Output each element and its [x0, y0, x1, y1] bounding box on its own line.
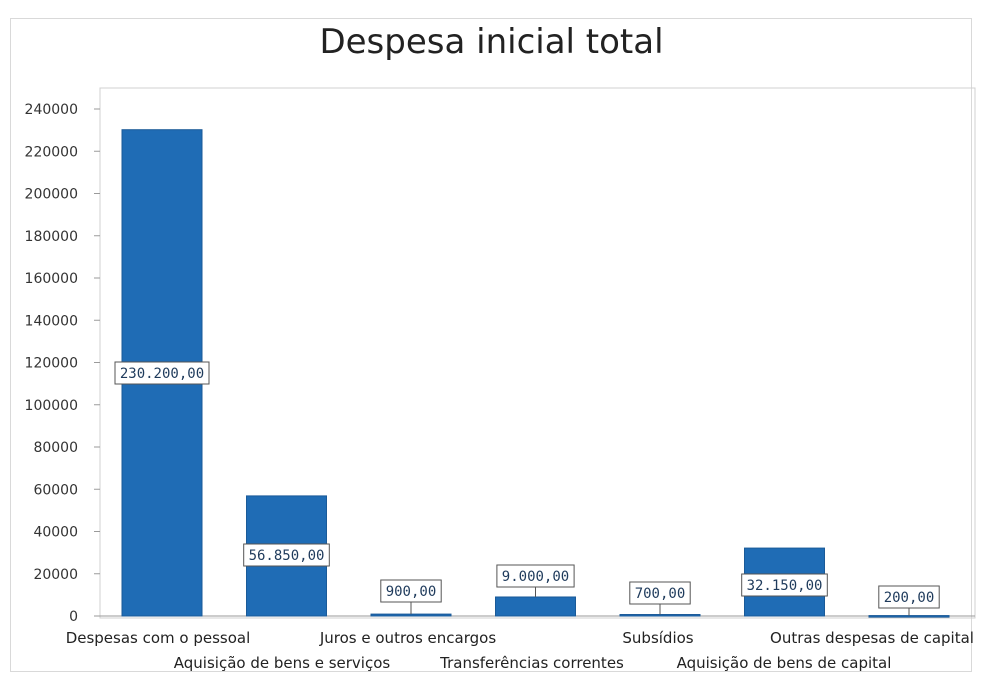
y-axis: 0 20000 40000 60000 80000 100000 120000 140000 1… [25, 102, 100, 625]
y-tick-label: 40000 [33, 525, 78, 541]
bar [495, 596, 576, 617]
y-tick-label: 220000 [25, 144, 78, 160]
category-label: Transferências correntes [439, 654, 624, 672]
data-label-box [629, 581, 691, 605]
bar [619, 614, 701, 617]
category-label: Subsídios [622, 629, 693, 647]
data-label-box [741, 573, 828, 597]
y-tick-label: 0 [69, 609, 78, 625]
category-label: Aquisição de bens de capital [677, 654, 892, 672]
data-label-box [496, 564, 575, 588]
category-label: Despesas com o pessoal [66, 629, 251, 647]
data-label: 230.200,00 [120, 366, 204, 382]
data-label-box [380, 579, 442, 603]
category-label: Outras despesas de capital [770, 629, 974, 647]
data-label-box [114, 361, 210, 385]
bar [370, 613, 452, 617]
category-label: Aquisição de bens e serviços [174, 654, 391, 672]
y-tick-label: 120000 [25, 356, 78, 372]
data-label: 700,00 [635, 586, 686, 602]
data-label-box [878, 585, 940, 609]
bars: 230.200,00 56.850,00 900,00 9.000,00 700,00 3… [114, 129, 950, 618]
data-label: 56.850,00 [249, 548, 325, 564]
y-tick-label: 100000 [25, 398, 78, 414]
data-label: 200,00 [884, 590, 935, 606]
data-label-box [243, 543, 330, 567]
category-label: Juros e outros encargos [319, 629, 496, 647]
y-tick-label: 140000 [25, 313, 78, 329]
y-tick-label: 60000 [33, 482, 78, 498]
x-axis-labels: Despesas com o pessoal Aquisição de bens … [66, 629, 974, 672]
y-tick-label: 200000 [25, 187, 78, 203]
chart-title: Despesa inicial total [319, 22, 664, 62]
data-label: 32.150,00 [747, 578, 823, 594]
y-tick-label: 20000 [33, 567, 78, 583]
data-label: 900,00 [386, 584, 437, 600]
y-tick-label: 180000 [25, 229, 78, 245]
y-tick-label: 80000 [33, 440, 78, 456]
bar [868, 615, 950, 618]
data-label: 9.000,00 [502, 569, 569, 585]
y-tick-label: 160000 [25, 271, 78, 287]
plot-area [99, 87, 976, 619]
y-tick-label: 240000 [25, 102, 78, 118]
